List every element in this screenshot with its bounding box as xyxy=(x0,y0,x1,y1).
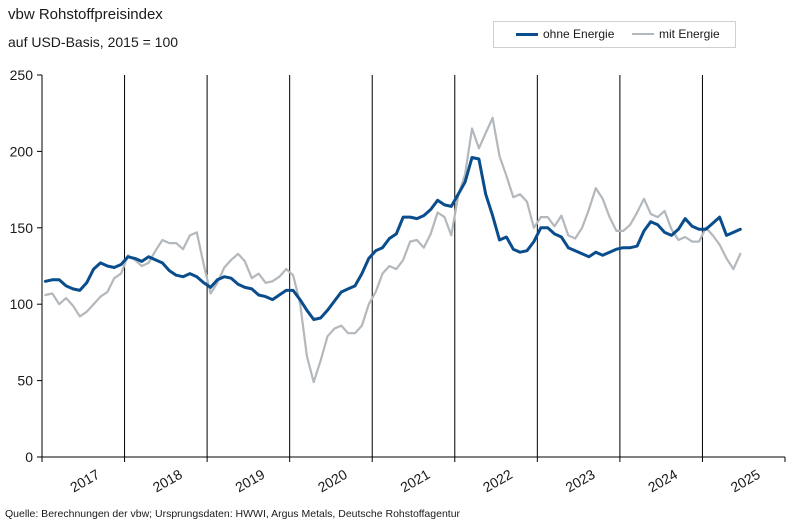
x-tick-label: 2018 xyxy=(150,466,185,496)
series-line-ohne-energie xyxy=(43,156,742,321)
legend-item-ohne-energie: ohne Energie xyxy=(516,27,614,41)
x-tick-label: 2025 xyxy=(728,466,763,496)
legend-label-mit-energie: mit Energie xyxy=(659,27,720,41)
legend-label-ohne-energie: ohne Energie xyxy=(543,27,615,41)
x-tick-label: 2021 xyxy=(398,466,433,496)
series-line-mit-energie xyxy=(44,116,742,384)
x-tick-label: 2022 xyxy=(480,466,515,496)
legend-item-mit-energie: mit Energie xyxy=(632,27,720,41)
legend-swatch-ohne-energie xyxy=(516,32,538,36)
x-tick-label: 2024 xyxy=(645,466,680,496)
legend-swatch-mit-energie xyxy=(632,33,654,35)
y-tick-label: 200 xyxy=(10,143,34,159)
y-tick-label: 150 xyxy=(10,220,34,236)
y-tick-label: 250 xyxy=(10,67,34,83)
x-tick-label: 2019 xyxy=(232,466,267,496)
source-note: Quelle: Berechnungen der vbw; Ursprungsd… xyxy=(5,508,461,520)
y-tick-label: 0 xyxy=(25,449,33,465)
chart-title: vbw Rohstoffpreisindex xyxy=(8,6,163,23)
chart-subtitle: auf USD-Basis, 2015 = 100 xyxy=(8,34,179,50)
x-tick-label: 2020 xyxy=(315,466,350,496)
x-tick-label: 2023 xyxy=(563,466,598,496)
x-tick-label: 2017 xyxy=(67,466,102,496)
y-tick-label: 100 xyxy=(10,296,34,312)
legend: ohne Energie mit Energie xyxy=(493,21,736,48)
y-tick-label: 50 xyxy=(17,373,33,389)
